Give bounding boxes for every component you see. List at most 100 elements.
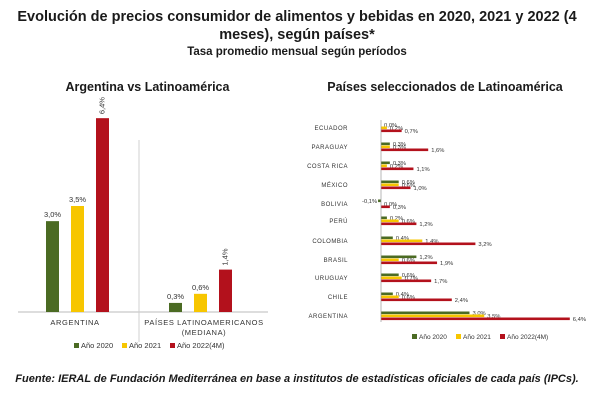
left-data-label-0-1: 3,5%: [69, 195, 86, 204]
right-category-label-3: MÉXICO: [321, 182, 348, 189]
right-bar-10-0: [381, 311, 470, 315]
right-bar-10-2: [381, 317, 570, 321]
right-bar-5-1: [381, 219, 399, 223]
right-bar-9-2: [381, 298, 452, 302]
right-bar-1-1: [381, 145, 390, 149]
right-bar-1-2: [381, 148, 429, 152]
right-category-label-7: BRASIL: [324, 258, 349, 264]
left-data-label-1-2: 1,4%: [220, 248, 229, 265]
left-data-label-1-0: 0,3%: [167, 292, 184, 301]
right-bar-5-2: [381, 222, 417, 226]
right-data-label-5-1: 0,6%: [402, 219, 415, 225]
right-category-label-9: CHILE: [328, 295, 348, 301]
left-legend-label-2: Año 2022(4M): [177, 341, 225, 350]
right-data-label-9-2: 2,4%: [455, 298, 468, 304]
right-data-label-1-1: 0,3%: [393, 145, 406, 151]
left-bar-0-1: [71, 206, 84, 312]
right-data-label-0-1: 0,2%: [390, 126, 403, 132]
right-legend-swatch-0: [412, 334, 417, 339]
source-note: Fuente: IERAL de Fundación Mediterránea …: [15, 373, 579, 385]
right-data-label-0-0: 0,0%: [384, 123, 397, 129]
right-bar-7-0: [381, 255, 417, 259]
right-bar-0-1: [381, 126, 387, 130]
right-bar-6-1: [381, 239, 423, 243]
left-legend-swatch-2: [170, 343, 175, 348]
right-bar-10-1: [381, 314, 485, 318]
right-data-label-6-0: 0,4%: [396, 236, 409, 242]
page-title: Evolución de precios consumidor de alime…: [17, 9, 577, 43]
right-data-label-10-1: 3,5%: [487, 314, 500, 320]
left-data-label-1-1: 0,6%: [192, 283, 209, 292]
right-data-label-8-1: 0,7%: [405, 276, 418, 282]
left-bar-1-1: [194, 293, 207, 312]
right-bar-2-1: [381, 164, 387, 168]
right-data-label-4-1: 0,0%: [384, 202, 397, 208]
right-data-label-9-1: 0,6%: [402, 295, 415, 301]
right-bar-8-0: [381, 273, 399, 277]
right-bar-6-0: [381, 236, 393, 240]
right-data-label-5-2: 1,2%: [419, 222, 432, 228]
right-bar-3-0: [381, 180, 399, 184]
right-bar-2-2: [381, 167, 414, 171]
left-data-label-0-0: 3,0%: [44, 210, 61, 219]
right-category-label-8: URUGUAY: [315, 276, 348, 282]
right-category-label-2: COSTA RICA: [307, 164, 348, 170]
right-data-label-2-1: 0,2%: [390, 164, 403, 170]
right-legend-label-1: Año 2021: [463, 334, 491, 341]
right-data-label-3-0: 0,6%: [402, 180, 415, 186]
right-bar-0-2: [381, 129, 402, 133]
right-category-label-4: BOLIVIA: [321, 202, 348, 208]
left-legend-label-0: Año 2020: [81, 341, 113, 350]
right-legend-swatch-2: [500, 334, 505, 339]
left-data-label-0-2: 6,4%: [97, 97, 106, 114]
right-bar-4-0: [378, 199, 381, 203]
right-data-label-4-0: -0,1%: [362, 199, 377, 205]
right-data-label-6-2: 3,2%: [478, 242, 491, 248]
right-bar-3-1: [381, 183, 399, 187]
right-category-label-0: ECUADOR: [314, 126, 348, 132]
right-legend-label-0: Año 2020: [419, 334, 447, 341]
right-data-label-8-2: 1,7%: [434, 279, 447, 285]
right-chart-title: Países seleccionados de Latinoamérica: [327, 80, 563, 94]
right-data-label-9-0: 0,4%: [396, 292, 409, 298]
left-bar-0-0: [46, 221, 59, 312]
left-category-label-1b: (MEDIANA): [182, 328, 227, 337]
right-bar-8-1: [381, 276, 402, 280]
right-category-label-10: ARGENTINA: [308, 314, 348, 320]
right-data-label-1-2: 1,6%: [431, 148, 444, 154]
right-data-label-3-1: 0,6%: [402, 183, 415, 189]
right-data-label-0-2: 0,7%: [405, 129, 418, 135]
left-legend-swatch-1: [122, 343, 127, 348]
right-data-label-10-0: 3,0%: [473, 311, 486, 317]
left-legend-label-1: Año 2021: [129, 341, 161, 350]
left-category-label-0: ARGENTINA: [50, 318, 99, 327]
right-bar-5-0: [381, 216, 387, 220]
left-legend-swatch-0: [74, 343, 79, 348]
right-category-label-1: PARAGUAY: [312, 145, 348, 151]
right-bar-9-0: [381, 292, 393, 296]
right-bar-4-2: [381, 205, 390, 209]
page-subtitle: Tasa promedio mensual según períodos: [187, 46, 407, 58]
right-category-label-6: COLOMBIA: [312, 239, 348, 245]
right-bar-3-2: [381, 186, 411, 190]
right-data-label-7-1: 0,6%: [402, 258, 415, 264]
left-bar-1-0: [169, 302, 182, 312]
right-data-label-8-0: 0,6%: [402, 273, 415, 279]
right-data-label-6-1: 1,4%: [425, 239, 438, 245]
right-data-label-3-2: 1,0%: [414, 186, 427, 192]
right-bar-7-2: [381, 261, 438, 265]
right-data-label-5-0: 0,2%: [390, 216, 403, 222]
left-chart-title: Argentina vs Latinoamérica: [65, 80, 230, 94]
right-legend-swatch-1: [456, 334, 461, 339]
right-legend-label-2: Año 2022(4M): [507, 334, 548, 341]
right-bar-8-2: [381, 279, 432, 283]
right-data-label-2-2: 1,1%: [416, 167, 429, 173]
right-data-label-4-2: 0,3%: [393, 205, 406, 211]
right-bar-1-0: [381, 142, 390, 146]
right-bar-9-1: [381, 295, 399, 299]
right-data-label-10-2: 6,4%: [573, 317, 586, 323]
right-data-label-1-0: 0,3%: [393, 142, 406, 148]
left-bar-1-2: [219, 269, 232, 312]
right-bar-6-2: [381, 242, 476, 246]
